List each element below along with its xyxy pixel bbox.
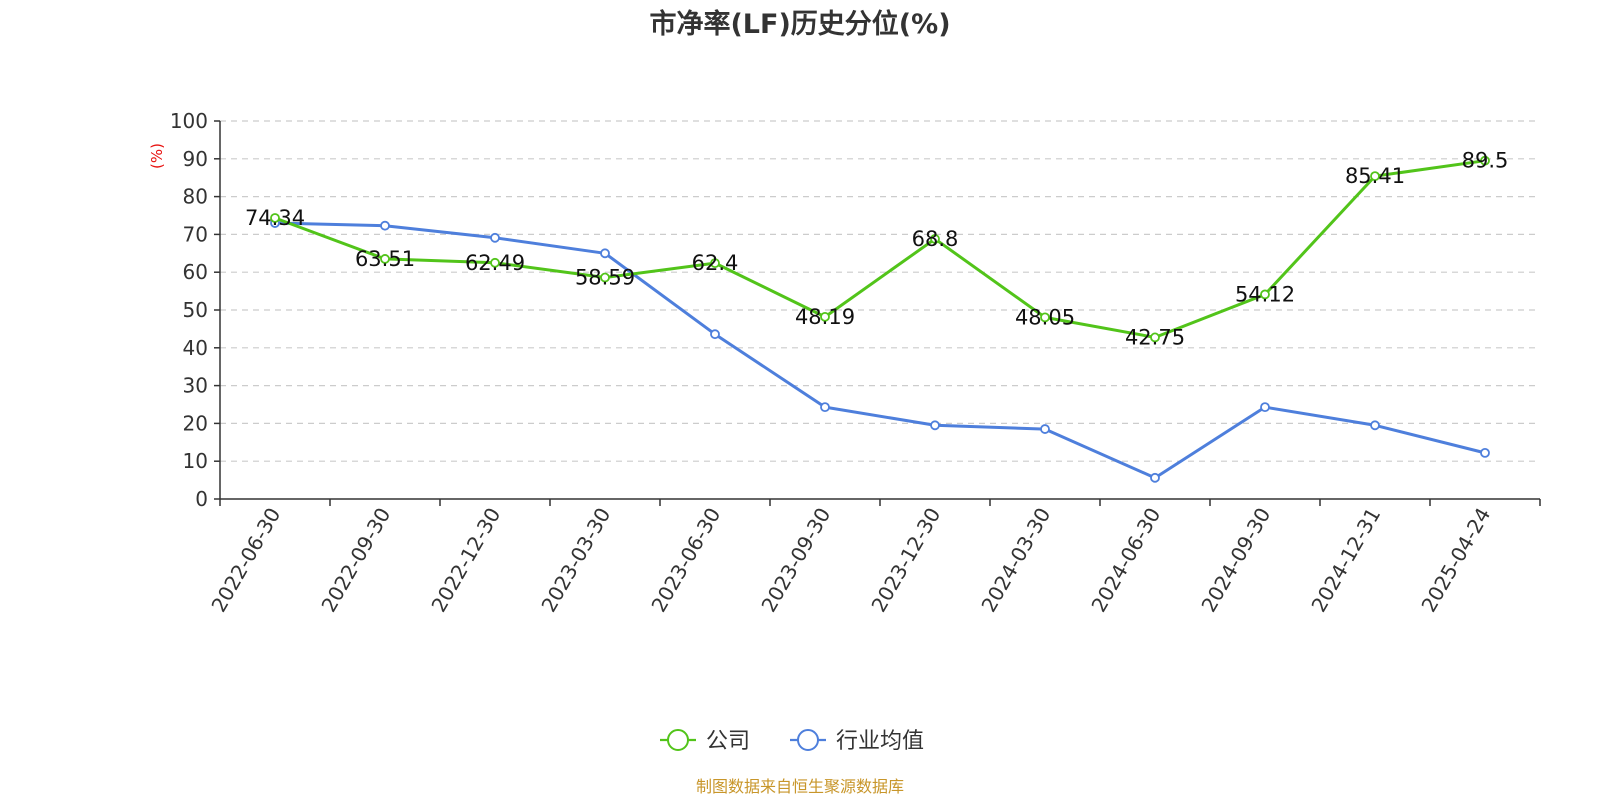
source-note: 制图数据来自恒生聚源数据库 — [696, 777, 904, 796]
y-tick-label: 60 — [183, 260, 208, 284]
data-point — [1480, 447, 1490, 458]
data-point — [1040, 312, 1050, 323]
y-axis: 0 10 20 30 40 50 60 70 80 90 100 — [170, 109, 221, 511]
y-tick-label: 30 — [183, 374, 208, 398]
data-point — [820, 402, 830, 413]
data-point — [490, 257, 500, 268]
x-tick-label: 2024-03-30 — [976, 504, 1055, 617]
data-point — [1260, 402, 1270, 413]
data-point — [600, 272, 610, 283]
data-point — [600, 248, 610, 259]
legend-marker-1 — [797, 729, 819, 751]
y-tick-label: 100 — [170, 109, 208, 133]
data-label: 58.59 — [575, 266, 635, 290]
y-tick-label: 20 — [183, 411, 208, 435]
x-tick-label: 2023-03-30 — [536, 504, 615, 617]
legend-label-1: 行业均值 — [836, 729, 924, 754]
data-label: 48.19 — [795, 305, 855, 329]
data-label: 62.4 — [692, 251, 739, 275]
y-tick-label: 0 — [195, 487, 208, 511]
data-point — [270, 213, 280, 223]
chart-title: 市净率(LF)历史分位(%) — [649, 8, 950, 40]
y-tick-label: 90 — [183, 147, 208, 171]
data-point — [1150, 472, 1160, 483]
data-point — [1260, 289, 1270, 300]
data-point — [710, 258, 720, 269]
data-label: 42.75 — [1125, 325, 1185, 349]
x-tick-label: 2022-12-30 — [426, 504, 505, 617]
data-point — [1480, 155, 1490, 166]
data-label: 89.5 — [1462, 149, 1509, 173]
data-point — [930, 234, 940, 244]
data-point — [930, 420, 940, 431]
data-label: 85.41 — [1345, 164, 1405, 188]
x-axis: 2022-06-30 2022-09-30 2022-12-30 2023-03-30… — [206, 498, 1541, 617]
data-point — [1370, 420, 1380, 431]
x-tick-label: 2024-12-31 — [1306, 504, 1385, 617]
y-tick-label: 80 — [183, 185, 208, 209]
data-labels: 74.34 63.51 62.49 58.59 62.4 48.19 68.8 48.05 42… — [245, 149, 1508, 350]
series-line-0 — [274, 159, 1486, 339]
x-tick-label: 2023-06-30 — [646, 504, 725, 617]
y-tick-label: 40 — [183, 336, 208, 360]
series-line-1 — [274, 221, 1486, 480]
data-point — [380, 254, 390, 264]
data-label: 54.12 — [1235, 282, 1295, 306]
data-point — [1370, 171, 1380, 182]
data-point — [820, 311, 830, 322]
data-point — [710, 329, 720, 340]
data-label: 62.49 — [465, 251, 525, 275]
x-tick-label: 2024-09-30 — [1196, 504, 1275, 617]
x-tick-label: 2023-12-30 — [866, 504, 945, 617]
legend-label-0: 公司 — [706, 729, 750, 754]
data-point — [1150, 332, 1160, 343]
data-label: 63.51 — [355, 247, 415, 271]
data-label: 68.8 — [912, 227, 959, 251]
x-tick-label: 2022-06-30 — [206, 504, 285, 617]
x-tick-label: 2025-04-24 — [1416, 504, 1495, 617]
legend: 公司 行业均值 — [660, 729, 924, 754]
grid-lines — [220, 120, 1540, 462]
y-axis-label: (%) — [148, 143, 166, 169]
y-tick-label: 50 — [183, 298, 208, 322]
data-point — [1040, 424, 1050, 434]
x-tick-label: 2024-06-30 — [1086, 504, 1165, 617]
data-point — [490, 232, 500, 243]
data-point — [380, 220, 390, 231]
y-tick-label: 70 — [183, 222, 208, 246]
x-tick-label: 2022-09-30 — [316, 504, 395, 617]
y-tick-label: 10 — [183, 449, 208, 473]
x-tick-label: 2023-09-30 — [756, 504, 835, 617]
data-label: 48.05 — [1015, 305, 1075, 329]
legend-marker-0 — [667, 729, 689, 751]
series-layer — [270, 155, 1490, 483]
data-label: 74.34 — [245, 206, 305, 230]
